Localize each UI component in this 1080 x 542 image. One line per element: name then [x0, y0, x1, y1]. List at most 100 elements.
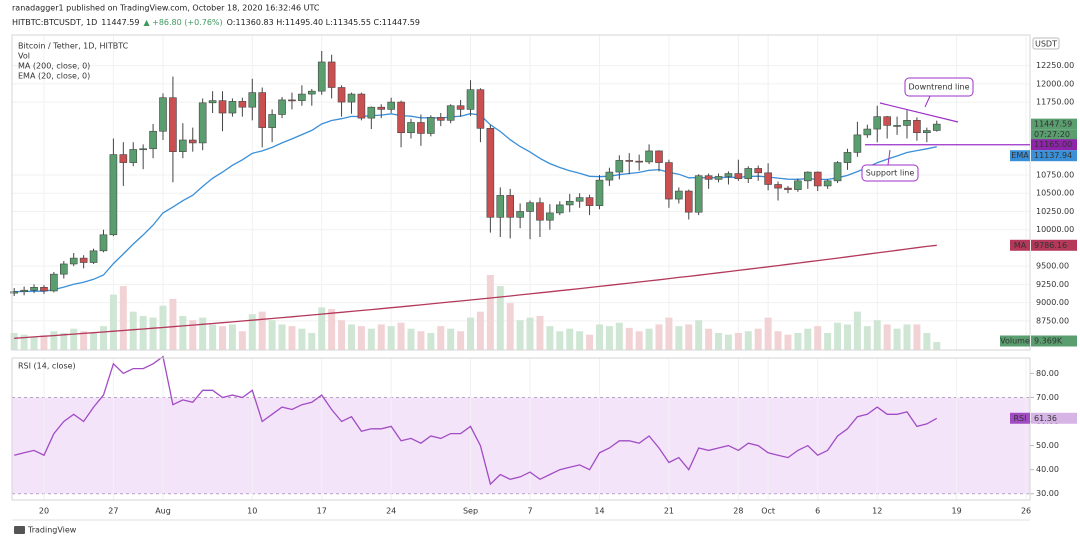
- candle-body: [496, 195, 505, 218]
- series-name-box: [1000, 335, 1030, 347]
- candle-body: [367, 106, 376, 119]
- volume-bar: [338, 320, 346, 350]
- volume-bar: [377, 324, 385, 350]
- series-name-box: [1010, 412, 1030, 424]
- currency-box: [1032, 37, 1060, 50]
- volume-bar: [794, 332, 802, 350]
- series-name: EMA: [1011, 151, 1029, 160]
- candle-body: [397, 101, 405, 134]
- volume-bar: [843, 324, 851, 350]
- volume-bar: [863, 326, 871, 350]
- candle-body: [248, 92, 257, 108]
- volume-bar: [734, 332, 742, 350]
- candle-body: [427, 117, 435, 134]
- volume-bar: [814, 326, 822, 350]
- annotation: Downtrend line: [909, 83, 970, 92]
- volume-bar: [705, 328, 713, 350]
- rsi-pane: [11, 357, 1031, 501]
- candle-body: [30, 286, 38, 291]
- chart-title: Bitcoin / Tether, 1D, HITBTC: [18, 42, 129, 51]
- candle-body: [79, 257, 88, 263]
- candle-body: [109, 154, 118, 236]
- y-tick-label: 12000.00: [1036, 79, 1074, 88]
- candle-body: [853, 134, 862, 153]
- x-tick-label: Aug: [155, 507, 171, 516]
- candle-body: [179, 139, 187, 152]
- candle-body: [327, 61, 336, 88]
- rsi-line: [14, 355, 938, 486]
- callout-box: [904, 77, 974, 97]
- x-tick-label: 10: [247, 507, 257, 516]
- volume-bar: [685, 324, 693, 350]
- volume-bar: [268, 320, 276, 350]
- x-tick-label: 26: [1021, 507, 1031, 516]
- price-label-box: [1031, 118, 1077, 130]
- x-tick-label: Oct: [761, 507, 775, 516]
- candle-body: [99, 234, 108, 252]
- candle-body: [893, 125, 901, 127]
- volume-bar: [209, 324, 217, 350]
- candle-body: [555, 204, 564, 214]
- candle-body: [317, 61, 326, 92]
- candle-body: [407, 122, 415, 134]
- price-label-box: [1031, 139, 1077, 151]
- candle-body: [684, 190, 693, 213]
- price-label-box: [1031, 239, 1077, 251]
- candle-body: [843, 152, 852, 163]
- volume-bar: [744, 331, 752, 350]
- candle-body: [218, 100, 227, 114]
- x-tick-label: 28: [733, 507, 743, 516]
- candle-body: [466, 89, 475, 110]
- candle-body: [506, 195, 515, 218]
- volume-bar: [318, 307, 326, 350]
- price-label: 11137.94: [1034, 151, 1072, 160]
- volume-bar: [576, 331, 584, 350]
- candle-body: [823, 180, 832, 187]
- candle-body: [536, 202, 544, 221]
- candle-body: [149, 130, 157, 150]
- volume-bar: [496, 286, 504, 350]
- volume-bar: [397, 322, 405, 350]
- y-tick-label: 30.00: [1036, 489, 1059, 498]
- volume-bar: [457, 331, 465, 350]
- price-label-box: [1031, 335, 1077, 347]
- candle-body: [238, 101, 247, 108]
- volume-bar: [278, 324, 286, 350]
- candle-body: [188, 139, 197, 144]
- volume-bar: [189, 320, 197, 350]
- candle-body: [734, 173, 743, 179]
- logo-icon: [14, 526, 25, 534]
- candle-body: [575, 197, 584, 202]
- x-tick-label: 7: [527, 507, 532, 516]
- x-tick-label: 20: [39, 507, 49, 516]
- x-tick-label: 27: [108, 507, 118, 516]
- candle-body: [913, 120, 921, 134]
- volume-bar: [149, 317, 157, 350]
- countdown: 07:27:20: [1034, 130, 1070, 139]
- series-name: RSI: [1014, 414, 1027, 423]
- ohlc: O:11360.83 H:11495.40 L:11345.55 C:11447…: [227, 18, 420, 27]
- volume-bar: [447, 328, 455, 350]
- volume-bar: [774, 331, 782, 350]
- volume-bar: [248, 314, 256, 350]
- countdown-box: [1031, 129, 1077, 140]
- candle-body: [615, 160, 624, 173]
- price-label-box: [1031, 150, 1077, 162]
- volume-bar: [467, 317, 475, 350]
- x-tick-label: 19: [952, 507, 962, 516]
- annotation: Support line: [866, 169, 915, 178]
- candle-body: [873, 116, 882, 130]
- legend-item: EMA (20, close, 0): [18, 72, 90, 81]
- volume-bar: [238, 331, 246, 350]
- price-pane: [11, 34, 1031, 351]
- candle-body: [89, 250, 98, 263]
- candle-body: [645, 150, 653, 163]
- volume-bar: [347, 324, 355, 350]
- candle-body: [456, 105, 465, 110]
- candle-body: [10, 291, 18, 294]
- callout-box: [861, 164, 919, 182]
- candle-body: [387, 101, 395, 110]
- y-tick-label: 80.00: [1036, 369, 1059, 378]
